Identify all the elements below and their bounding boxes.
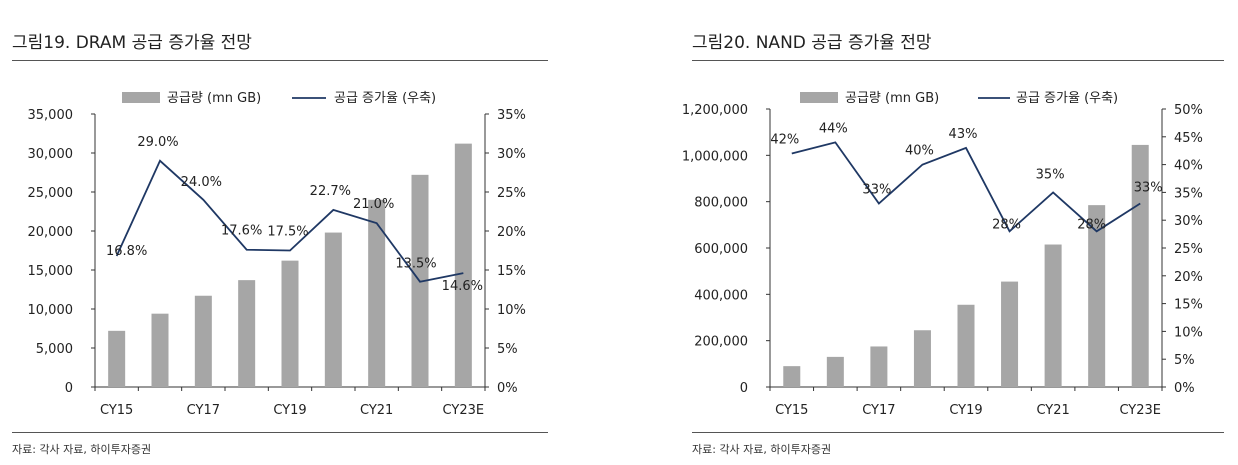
x-tick-label: CY15 bbox=[100, 403, 133, 418]
title-divider bbox=[692, 60, 1224, 61]
y-left-tick-label: 600,000 bbox=[694, 242, 748, 257]
y-right-tick-label: 5% bbox=[497, 342, 518, 357]
bar bbox=[151, 313, 169, 387]
data-label: 21.0% bbox=[353, 197, 394, 212]
y-right-tick-label: 35% bbox=[1174, 186, 1203, 201]
y-right-tick-label: 30% bbox=[1174, 214, 1203, 229]
legend-bar-swatch bbox=[800, 92, 838, 103]
y-left-tick-label: 0 bbox=[65, 381, 73, 396]
dram-supply-chart: 0 5,000 10,000 15,000 20,000 25,000 30,000 35,0… bbox=[28, 91, 526, 418]
x-tick-label: CY23E bbox=[443, 403, 485, 418]
bar bbox=[281, 260, 299, 387]
y-right-tick-label: 10% bbox=[497, 303, 526, 318]
y-right-tick-label: 25% bbox=[1174, 242, 1203, 257]
data-label: 40% bbox=[905, 144, 934, 159]
data-label: 14.6% bbox=[442, 279, 483, 294]
figure-nand: 그림20. NAND 공급 증가율 전망 0 200,000 400,000 600,… bbox=[680, 0, 1238, 465]
growth-line bbox=[791, 141, 1141, 233]
bar bbox=[454, 143, 472, 387]
y-left-tick-label: 35,000 bbox=[28, 108, 74, 123]
bar bbox=[783, 366, 801, 387]
data-label: 28% bbox=[992, 217, 1021, 232]
title-divider bbox=[12, 60, 548, 61]
x-tick-label: CY17 bbox=[187, 403, 220, 418]
data-label: 33% bbox=[1134, 181, 1163, 196]
y-right-tick-label: 10% bbox=[1174, 325, 1203, 340]
y-left-tick-label: 15,000 bbox=[28, 264, 74, 279]
y-left-tick-label: 400,000 bbox=[694, 288, 748, 303]
data-label: 35% bbox=[1036, 167, 1065, 182]
footer-divider bbox=[12, 432, 548, 433]
legend-bar-label: 공급량 (mn GB) bbox=[167, 91, 261, 106]
y-right-tick-label: 20% bbox=[497, 225, 526, 240]
y-right-tick-label: 20% bbox=[1174, 270, 1203, 285]
y-right-tick-label: 30% bbox=[497, 147, 526, 162]
legend-line-label: 공급 증가율 (우축) bbox=[334, 91, 436, 106]
x-tick-label: CY21 bbox=[1036, 403, 1069, 418]
source-note: 자료: 각사 자료, 하이투자증권 bbox=[692, 443, 832, 456]
x-tick-label: CY17 bbox=[862, 403, 895, 418]
y-left-tick-label: 0 bbox=[740, 381, 748, 396]
data-label: 42% bbox=[770, 132, 799, 147]
bar bbox=[870, 346, 888, 387]
bar bbox=[238, 280, 256, 387]
y-left-tick-label: 20,000 bbox=[28, 225, 74, 240]
x-tick-label: CY19 bbox=[273, 403, 306, 418]
bar bbox=[1088, 205, 1106, 387]
bar bbox=[194, 295, 212, 387]
data-label: 17.6% bbox=[221, 224, 262, 239]
data-label: 29.0% bbox=[137, 135, 178, 150]
y-right-tick-label: 0% bbox=[1174, 381, 1195, 396]
y-right-tick-label: 50% bbox=[1174, 103, 1203, 118]
bar bbox=[368, 199, 386, 387]
x-tick-label: CY15 bbox=[775, 403, 808, 418]
data-label: 28% bbox=[1077, 217, 1106, 232]
y-right-tick-label: 35% bbox=[497, 108, 526, 123]
figure-title: 그림20. NAND 공급 증가율 전망 bbox=[692, 33, 932, 53]
data-label: 33% bbox=[862, 183, 891, 198]
legend-bar-label: 공급량 (mn GB) bbox=[845, 91, 939, 106]
data-label: 22.7% bbox=[310, 184, 351, 199]
y-right-tick-label: 15% bbox=[497, 264, 526, 279]
footer-divider bbox=[692, 432, 1224, 433]
nand-supply-chart: 0 200,000 400,000 600,000 800,000 1,000,000 1,… bbox=[682, 91, 1203, 418]
data-label: 16.8% bbox=[106, 244, 147, 259]
bar bbox=[108, 330, 126, 387]
y-right-tick-label: 5% bbox=[1174, 353, 1195, 368]
data-label: 13.5% bbox=[395, 257, 436, 272]
y-left-tick-label: 200,000 bbox=[694, 335, 748, 350]
y-right-tick-label: 25% bbox=[497, 186, 526, 201]
y-left-tick-label: 1,000,000 bbox=[682, 149, 748, 164]
y-left-tick-label: 1,200,000 bbox=[682, 103, 748, 118]
y-right-tick-label: 0% bbox=[497, 381, 518, 396]
y-right-tick-label: 40% bbox=[1174, 159, 1203, 174]
figure-title: 그림19. DRAM 공급 증가율 전망 bbox=[12, 33, 252, 53]
y-left-tick-label: 800,000 bbox=[694, 196, 748, 211]
growth-line bbox=[115, 159, 464, 283]
bar bbox=[1001, 281, 1019, 387]
bar bbox=[826, 356, 844, 387]
bar bbox=[913, 330, 931, 387]
x-tick-label: CY21 bbox=[360, 403, 393, 418]
bar bbox=[324, 232, 342, 387]
data-label: 43% bbox=[949, 127, 978, 142]
source-note: 자료: 각사 자료, 하이투자증권 bbox=[12, 443, 152, 456]
figure-dram: 그림19. DRAM 공급 증가율 전망 0 5,000 10,000 15,000 2… bbox=[0, 0, 560, 465]
legend-line-label: 공급 증가율 (우축) bbox=[1016, 91, 1118, 106]
y-left-tick-label: 30,000 bbox=[28, 147, 74, 162]
data-label: 24.0% bbox=[181, 175, 222, 190]
y-right-tick-label: 15% bbox=[1174, 298, 1203, 313]
x-tick-label: CY23E bbox=[1119, 403, 1161, 418]
y-left-tick-label: 10,000 bbox=[28, 303, 74, 318]
data-label: 44% bbox=[819, 121, 848, 136]
y-right-tick-label: 45% bbox=[1174, 131, 1203, 146]
data-label: 17.5% bbox=[267, 225, 308, 240]
y-left-tick-label: 5,000 bbox=[36, 342, 73, 357]
x-tick-label: CY19 bbox=[949, 403, 982, 418]
bar bbox=[957, 304, 975, 387]
y-left-tick-label: 25,000 bbox=[28, 186, 74, 201]
legend-bar-swatch bbox=[122, 92, 160, 103]
bar bbox=[1044, 244, 1062, 387]
